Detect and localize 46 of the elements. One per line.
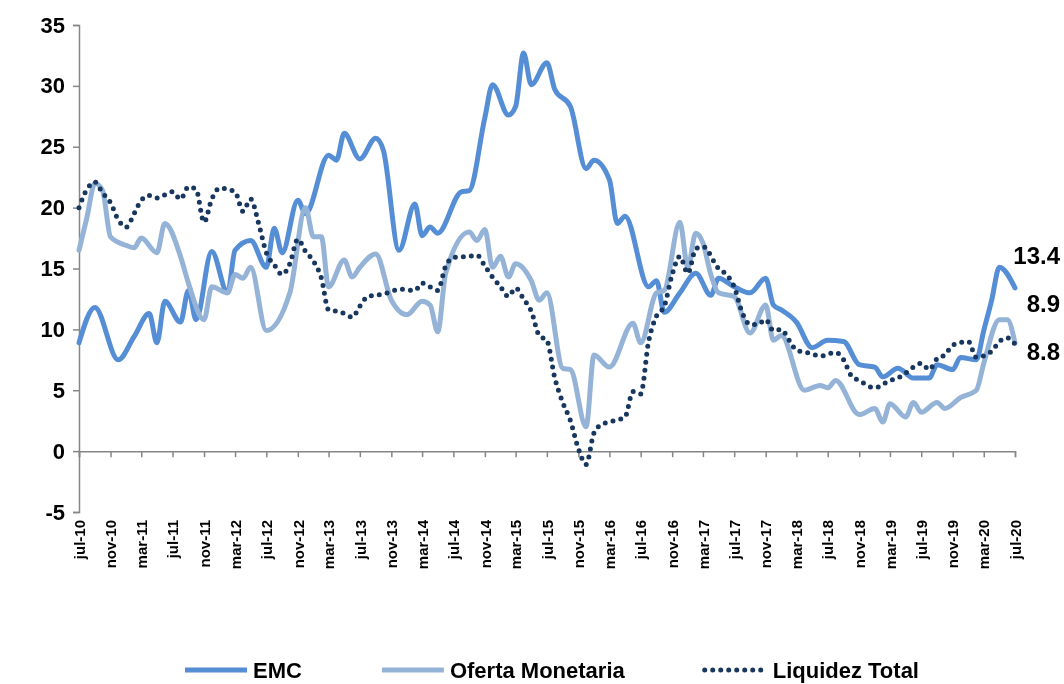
x-tick-label: mar-13 bbox=[320, 520, 338, 570]
x-tick-label: nov-18 bbox=[850, 520, 868, 569]
y-tick-label: 5 bbox=[52, 377, 65, 403]
x-tick-label: nov-12 bbox=[289, 520, 307, 569]
y-tick-label: 15 bbox=[40, 256, 65, 282]
x-tick-label: mar-19 bbox=[881, 520, 899, 570]
x-tick-label: mar-20 bbox=[975, 520, 993, 570]
x-tick-label: nov-19 bbox=[944, 520, 962, 569]
x-tick-label: jul-15 bbox=[538, 520, 556, 561]
y-tick-label: 25 bbox=[40, 134, 65, 160]
x-tick-label: nov-15 bbox=[570, 520, 588, 569]
x-tick-label: nov-11 bbox=[195, 520, 213, 568]
annotation: 8.9 bbox=[1026, 290, 1060, 318]
y-tick-label: 10 bbox=[40, 316, 65, 342]
x-tick-label: jul-17 bbox=[725, 520, 743, 561]
y-tick-label: 20 bbox=[40, 195, 65, 221]
y-tick-label: 35 bbox=[40, 12, 65, 38]
x-tick-label: nov-16 bbox=[663, 520, 681, 569]
x-tick-label: mar-17 bbox=[694, 520, 712, 570]
x-tick-label: mar-18 bbox=[788, 520, 806, 570]
y-tick-label: 0 bbox=[52, 438, 65, 464]
x-tick-label: mar-15 bbox=[507, 520, 525, 570]
x-tick-label: jul-14 bbox=[445, 519, 463, 561]
x-tick-label: nov-17 bbox=[757, 520, 775, 569]
x-tick-label: jul-16 bbox=[632, 520, 650, 561]
x-tick-label: jul-20 bbox=[1006, 520, 1024, 561]
x-tick-label: jul-12 bbox=[258, 520, 276, 561]
legend-label: Oferta Monetaria bbox=[449, 657, 626, 683]
x-tick-label: mar-14 bbox=[413, 519, 431, 570]
x-tick-label: jul-10 bbox=[70, 520, 88, 561]
annotation: 13.4 bbox=[1013, 242, 1061, 270]
x-tick-label: mar-12 bbox=[226, 520, 244, 570]
x-tick-label: nov-14 bbox=[476, 519, 494, 569]
legend-label: EMC bbox=[253, 657, 303, 683]
legend-label: Liquidez Total bbox=[772, 657, 919, 683]
y-tick-label: -5 bbox=[45, 499, 65, 525]
x-tick-label: nov-10 bbox=[102, 520, 120, 569]
x-tick-label: jul-19 bbox=[912, 520, 930, 561]
annotation: 8.8 bbox=[1026, 338, 1060, 366]
x-tick-label: jul-13 bbox=[351, 520, 369, 561]
x-tick-label: jul-18 bbox=[819, 520, 837, 561]
x-tick-label: mar-11 bbox=[133, 520, 151, 569]
y-tick-label: 30 bbox=[40, 73, 65, 99]
x-tick-label: nov-13 bbox=[383, 520, 401, 569]
x-tick-label: jul-11 bbox=[164, 520, 182, 560]
x-tick-label: mar-16 bbox=[601, 520, 619, 570]
